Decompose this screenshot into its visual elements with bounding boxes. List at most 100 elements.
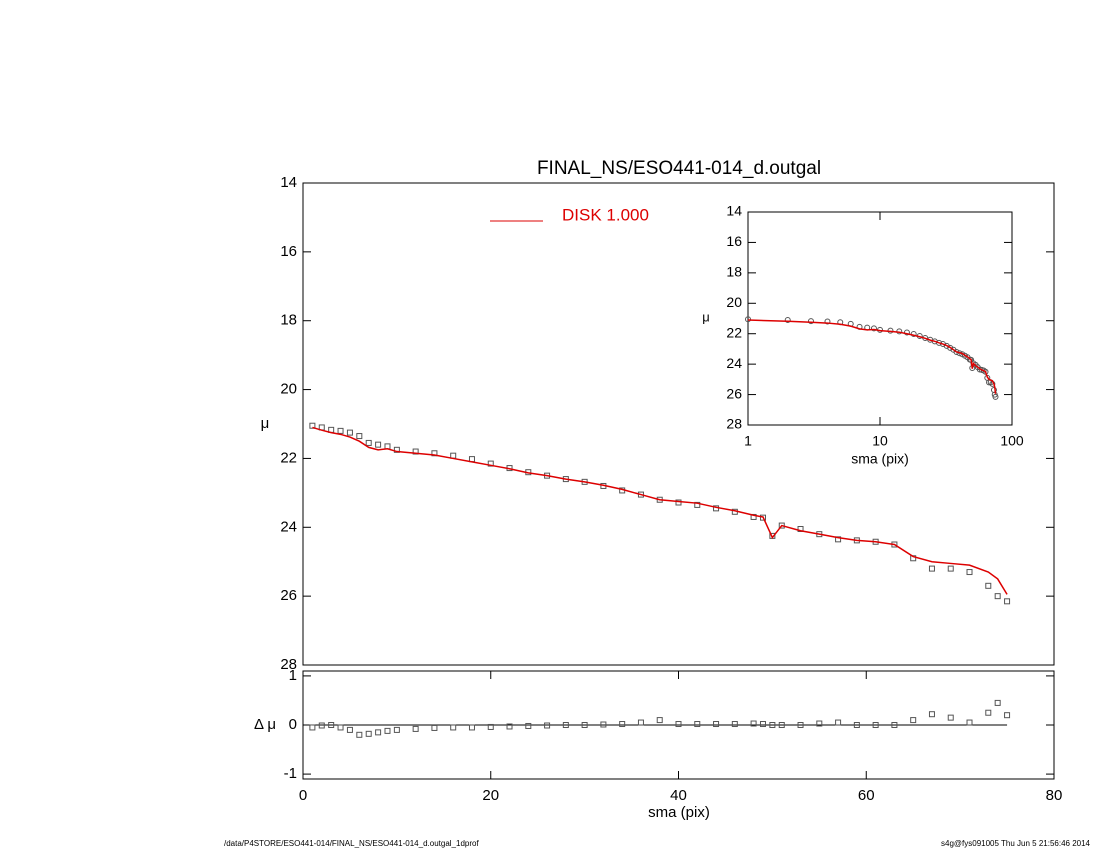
y-tick-label: 26 — [280, 587, 297, 604]
residual-point — [928, 711, 935, 718]
residual-point — [853, 722, 860, 728]
y-tick-label: 18 — [726, 264, 742, 280]
data-point — [759, 514, 766, 521]
residual-point — [309, 724, 316, 731]
residual-point — [966, 719, 973, 726]
y-label: μ — [261, 415, 270, 432]
data-point — [431, 450, 438, 457]
plot-frame — [747, 211, 1013, 426]
data-point — [393, 446, 400, 453]
data-point — [947, 565, 954, 572]
residual-point — [375, 729, 382, 736]
inset-point — [745, 316, 751, 323]
x-tick-label: 100 — [1000, 433, 1024, 449]
x-tick-label: 40 — [670, 787, 687, 804]
footer-right: s4g@fys091005 Thu Jun 5 21:56:46 2014 — [941, 839, 1091, 848]
residual-point — [637, 719, 644, 726]
residual-point — [431, 724, 438, 731]
residual-point — [412, 725, 419, 732]
y-tick-label: 16 — [726, 233, 742, 249]
residual-point — [750, 720, 757, 727]
residual-point — [994, 699, 1001, 706]
residual-point — [778, 722, 785, 728]
plot-frame — [302, 182, 1055, 666]
residual-point — [356, 731, 363, 738]
residual-point — [769, 722, 776, 728]
inset-point — [870, 325, 877, 332]
data-point — [928, 565, 935, 572]
residual-point — [525, 722, 532, 729]
residual-point — [797, 722, 804, 728]
inset-point — [992, 393, 999, 400]
inset-point — [947, 344, 954, 351]
data-point — [337, 427, 344, 434]
x-tick-label: 0 — [299, 787, 307, 804]
residual-point — [365, 730, 372, 737]
residual-point — [694, 721, 701, 728]
residual-point — [1004, 712, 1011, 719]
x-tick-label: 10 — [872, 433, 888, 449]
data-point — [487, 460, 494, 467]
y-tick-label: 22 — [280, 449, 297, 466]
residual-point — [891, 722, 898, 728]
y-tick-label: 20 — [726, 294, 742, 310]
residual-point — [450, 724, 457, 731]
data-point — [1004, 598, 1011, 605]
y-tick-label: 18 — [280, 312, 297, 329]
inset-point — [807, 318, 814, 325]
residual-point — [910, 717, 917, 724]
residual-point — [506, 723, 513, 730]
inset-point — [784, 317, 791, 324]
data-point — [797, 526, 804, 533]
residual-point — [656, 717, 663, 724]
y-tick-label: 28 — [280, 656, 297, 673]
residual-point — [835, 719, 842, 726]
data-point — [346, 429, 353, 436]
residual-point — [731, 721, 738, 728]
residual-y-label: Δ μ — [254, 716, 276, 733]
data-point — [750, 513, 757, 520]
y-tick-label: 14 — [726, 203, 742, 219]
y-tick-label: 20 — [280, 381, 297, 398]
y-tick-label: 26 — [726, 385, 742, 401]
y-tick-label: -1 — [284, 765, 297, 782]
data-point — [985, 582, 992, 589]
data-point — [356, 433, 363, 440]
residual-point — [872, 722, 879, 728]
data-point — [375, 441, 382, 448]
residual-point — [468, 724, 475, 731]
residual-point — [581, 722, 588, 728]
y-tick-label: 24 — [726, 355, 742, 371]
inset-y-label: μ — [702, 309, 710, 324]
x-label: sma (pix) — [648, 804, 710, 821]
residual-point — [562, 722, 569, 728]
inset-point — [982, 368, 989, 375]
inset-x-label: sma (pix) — [851, 451, 909, 467]
data-point — [675, 499, 682, 506]
residual-point — [759, 721, 766, 728]
data-point — [994, 593, 1001, 600]
residual-point — [384, 727, 391, 734]
residual-point — [816, 720, 823, 727]
x-tick-label: 1 — [744, 433, 752, 449]
y-tick-label: 22 — [726, 324, 742, 340]
residual-point — [393, 726, 400, 733]
residual-point — [619, 721, 626, 728]
y-tick-label: 0 — [289, 716, 297, 733]
residual-point — [713, 721, 720, 728]
residual-point — [487, 723, 494, 730]
x-tick-label: 80 — [1046, 787, 1063, 804]
residual-point — [600, 721, 607, 728]
x-tick-label: 60 — [858, 787, 875, 804]
x-tick-label: 20 — [482, 787, 499, 804]
residual-point — [544, 722, 551, 729]
data-point — [694, 501, 701, 508]
model-line — [312, 426, 1008, 595]
data-point — [835, 536, 842, 543]
y-tick-label: 14 — [280, 174, 297, 191]
residual-point — [985, 709, 992, 716]
inset-point — [824, 318, 831, 325]
residual-point — [675, 721, 682, 728]
legend-label: DISK 1.000 — [562, 205, 649, 224]
